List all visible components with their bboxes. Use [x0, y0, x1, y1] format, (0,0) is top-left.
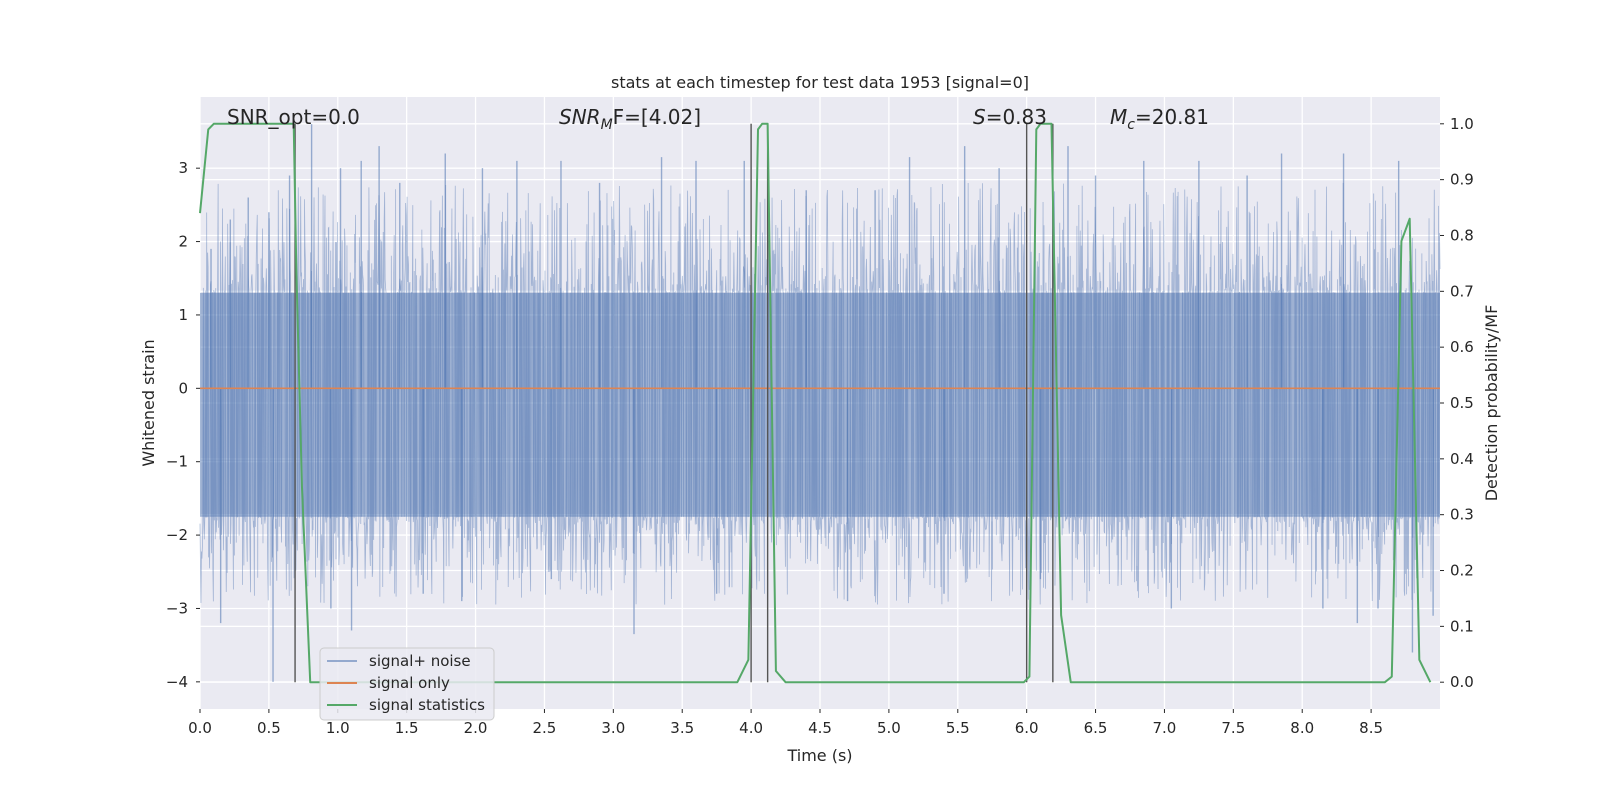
y-right-tick-label: 0.2 — [1450, 562, 1474, 580]
annotation-s: S=0.83 — [973, 105, 1047, 129]
y-ticks-left: −4 −3 −2 −1 0 1 2 3 — [166, 159, 200, 691]
x-tick-label: 8.5 — [1359, 719, 1383, 737]
x-tick-label: 4.5 — [808, 719, 832, 737]
x-tick-label: 7.0 — [1153, 719, 1177, 737]
y-left-tick-label: −1 — [166, 453, 188, 471]
statistics-series — [199, 122, 1432, 684]
y-left-tick-label: 2 — [178, 233, 188, 251]
legend-box — [319, 647, 495, 721]
x-tick-label: 5.5 — [946, 719, 970, 737]
annotation-snr-opt: SNR_opt=0.0 — [227, 105, 360, 129]
chart-title: stats at each timestep for test data 195… — [611, 73, 1029, 92]
y-right-tick-label: 1.0 — [1450, 115, 1474, 133]
annotation-snr-mf: SNRMF=[4.02] — [559, 105, 701, 133]
x-tick-label: 1.0 — [326, 719, 350, 737]
y-axis-left-label: Whitened strain — [139, 339, 158, 466]
x-tick-label: 0.5 — [257, 719, 281, 737]
noise-series — [199, 124, 1441, 682]
y-right-tick-label: 0.5 — [1450, 394, 1474, 412]
legend-label-signal-only: signal only — [369, 674, 450, 692]
y-right-tick-label: 0.3 — [1450, 506, 1474, 524]
x-tick-label: 0.0 — [188, 719, 212, 737]
y-right-tick-label: 0.8 — [1450, 226, 1474, 244]
x-tick-label: 6.0 — [1015, 719, 1039, 737]
statistics-line — [199, 122, 1432, 684]
y-left-tick-label: 3 — [178, 159, 188, 177]
y-right-tick-label: 0.6 — [1450, 338, 1474, 356]
x-tick-label: 7.5 — [1221, 719, 1245, 737]
y-right-tick-label: 0.1 — [1450, 617, 1474, 635]
y-right-tick-label: 0.0 — [1450, 673, 1474, 691]
y-ticks-right: 0.0 0.1 0.2 0.3 0.4 0.5 0.6 0.7 0.8 0.9 1.0 — [1440, 115, 1474, 691]
y-right-tick-label: 0.7 — [1450, 282, 1474, 300]
noise-trace — [199, 182, 1441, 605]
x-tick-label: 2.5 — [533, 719, 557, 737]
x-ticks: 0.0 0.5 1.0 1.5 2.0 2.5 3.0 3.5 4.0 4.5 5.0 5.5 6.0 6… — [188, 709, 1383, 737]
y-axis-right-label: Detection probability/MF — [1482, 305, 1501, 502]
x-tick-label: 1.5 — [395, 719, 419, 737]
annotation-mc: Mc=20.81 — [1110, 105, 1209, 133]
x-axis-label: Time (s) — [786, 746, 852, 765]
y-right-tick-label: 0.9 — [1450, 171, 1474, 189]
x-tick-label: 8.0 — [1290, 719, 1314, 737]
x-tick-label: 3.0 — [601, 719, 625, 737]
x-tick-label: 6.5 — [1084, 719, 1108, 737]
x-tick-label: 3.5 — [670, 719, 694, 737]
y-left-tick-label: −4 — [166, 673, 188, 691]
x-tick-label: 5.0 — [877, 719, 901, 737]
y-left-tick-label: −3 — [166, 599, 188, 617]
noise-band — [200, 292, 1440, 517]
x-tick-label: 2.0 — [464, 719, 488, 737]
y-left-tick-label: 0 — [178, 379, 188, 397]
y-left-tick-label: 1 — [178, 306, 188, 324]
y-right-tick-label: 0.4 — [1450, 450, 1474, 468]
legend: signal+ noise signal only signal statist… — [319, 647, 495, 721]
legend-label-statistics: signal statistics — [369, 696, 485, 714]
legend-label-noise: signal+ noise — [369, 652, 471, 670]
y-left-tick-label: −2 — [166, 526, 188, 544]
x-tick-label: 4.0 — [739, 719, 763, 737]
